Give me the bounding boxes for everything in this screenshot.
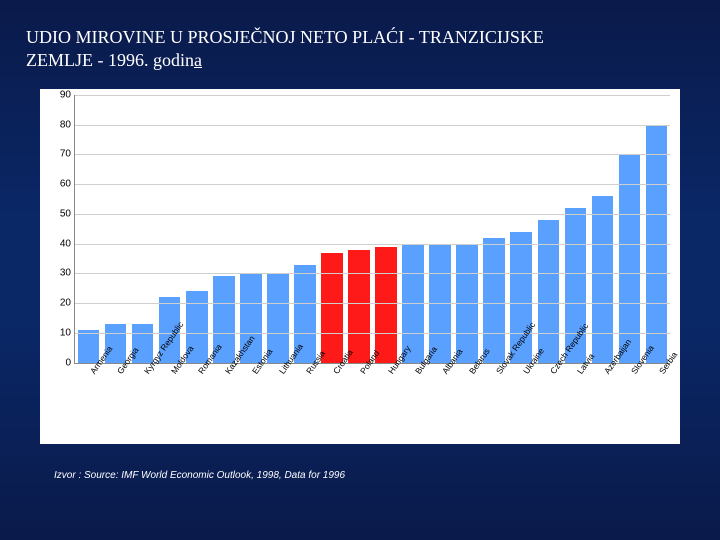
gridline [75, 125, 670, 126]
x-axis-labels: ArmeniaGeorgiaKyrgyz RepublicMoldovaRoma… [74, 366, 670, 438]
x-label-slot: Moldova [155, 366, 182, 438]
bar-slot [400, 95, 427, 363]
bar [592, 196, 614, 363]
y-tick-label: 10 [47, 328, 71, 339]
bar-slot [345, 95, 372, 363]
y-tick-label: 70 [47, 149, 71, 160]
x-label-slot: Belarus [453, 366, 480, 438]
x-label-slot: Estonia [237, 366, 264, 438]
bar-slot [264, 95, 291, 363]
bar-slot [129, 95, 156, 363]
chart-container: 0 10 20 30 40 50 60 70 80 90 ArmeniaGeorgiaKyrgyz… [40, 89, 680, 444]
slide-title: UDIO MIROVINE U PROSJEČNOJ NETO PLAĆI - … [26, 26, 694, 73]
bar-slot [183, 95, 210, 363]
slide: UDIO MIROVINE U PROSJEČNOJ NETO PLAĆI - … [0, 0, 720, 540]
bar-slot [535, 95, 562, 363]
y-tick-label: 30 [47, 268, 71, 279]
bar-slot [643, 95, 670, 363]
source-text: Izvor : Source: IMF World Economic Outlo… [54, 470, 694, 481]
x-label-slot: Slovak Republic [480, 366, 507, 438]
x-label-slot: Romania [182, 366, 209, 438]
x-label-slot: Serbia [643, 366, 670, 438]
title-line2-a: ZEMLJE - 1996. godin [26, 50, 194, 70]
bar-slot [427, 95, 454, 363]
bar-slot [75, 95, 102, 363]
x-label-slot: Bulgaria [399, 366, 426, 438]
gridline [75, 273, 670, 274]
bar [321, 253, 343, 363]
bar-slot [291, 95, 318, 363]
bar-slot [616, 95, 643, 363]
bar-slot [318, 95, 345, 363]
x-label-slot: Azerbaijan [589, 366, 616, 438]
bar [619, 154, 641, 362]
y-tick-label: 50 [47, 208, 71, 219]
bar-slot [210, 95, 237, 363]
x-label-slot: Poland [345, 366, 372, 438]
gridline [75, 214, 670, 215]
x-label-slot: Georgia [101, 366, 128, 438]
x-label-slot: Kazakhstan [209, 366, 236, 438]
bar [483, 238, 505, 363]
x-label-slot: Hungary [372, 366, 399, 438]
gridline [75, 184, 670, 185]
y-tick-label: 20 [47, 298, 71, 309]
gridline [75, 244, 670, 245]
bar [348, 250, 370, 363]
x-label-slot: Albania [426, 366, 453, 438]
bar-slot [481, 95, 508, 363]
bar-slot [589, 95, 616, 363]
y-tick-label: 0 [47, 357, 71, 368]
title-line1: UDIO MIROVINE U PROSJEČNOJ NETO PLAĆI - … [26, 27, 544, 47]
bar-slot [454, 95, 481, 363]
x-label-slot: Czech Republic [535, 366, 562, 438]
x-label-slot: Croatia [318, 366, 345, 438]
y-tick-label: 40 [47, 238, 71, 249]
gridline [75, 303, 670, 304]
y-tick-label: 80 [47, 119, 71, 130]
y-tick-label: 90 [47, 89, 71, 100]
x-label-slot: Slovenia [616, 366, 643, 438]
gridline [75, 154, 670, 155]
title-line2-b: a [194, 50, 202, 70]
y-tick-label: 60 [47, 179, 71, 190]
gridline [75, 95, 670, 96]
x-label-slot: Armenia [74, 366, 101, 438]
bar [538, 220, 560, 363]
x-label-slot: Ukraine [508, 366, 535, 438]
bar [375, 247, 397, 363]
x-label-slot: Lithuania [264, 366, 291, 438]
x-label-slot: Russia [291, 366, 318, 438]
bar-slot [102, 95, 129, 363]
x-label-slot: Kyrgyz Republic [128, 366, 155, 438]
bar-slot [373, 95, 400, 363]
x-label-slot: Latvia [562, 366, 589, 438]
bar-slot [237, 95, 264, 363]
